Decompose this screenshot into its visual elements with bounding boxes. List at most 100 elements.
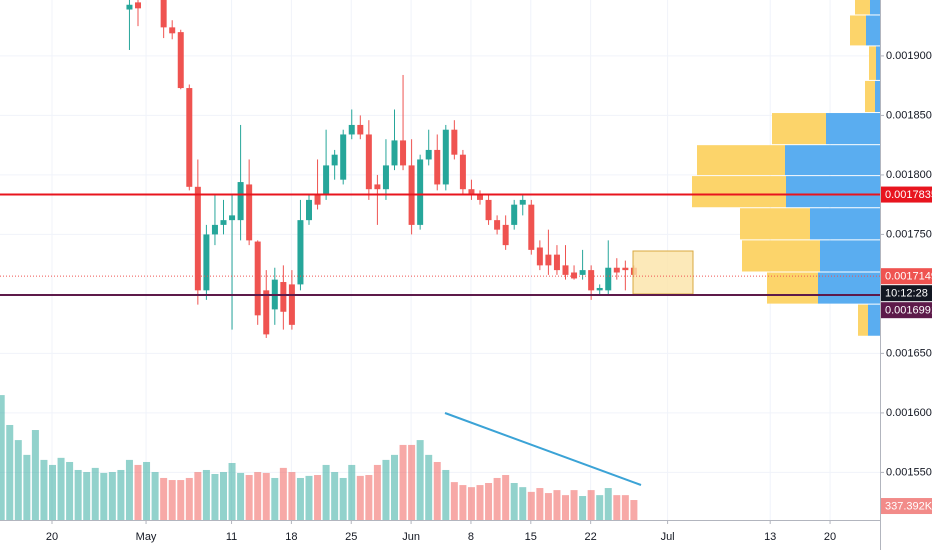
profile-down: [772, 113, 826, 145]
profile-up: [870, 0, 880, 15]
volume-bar: [621, 495, 629, 520]
candle-body: [434, 149, 441, 185]
volume-bar: [536, 488, 544, 520]
x-tick-label: 15: [525, 531, 537, 543]
volume-profile: [692, 0, 880, 336]
volume-bar: [331, 472, 339, 520]
volume-bar: [399, 444, 407, 520]
candle-body: [562, 265, 569, 275]
candle-body: [220, 220, 227, 225]
countdown-label-box: [881, 285, 932, 302]
candle-body: [135, 2, 141, 9]
price-label: 0.0016991: [885, 305, 932, 317]
candle-body: [331, 154, 338, 166]
candle-body: [340, 134, 347, 180]
volume-bar: [579, 496, 587, 520]
volume-bar: [151, 472, 159, 520]
volume-bar: [373, 464, 381, 520]
profile-down: [697, 145, 785, 176]
profile-down: [858, 304, 868, 336]
candle-body: [596, 287, 603, 291]
volume-bar: [356, 475, 364, 520]
volume-bar: [211, 474, 219, 520]
candle-body: [536, 247, 543, 266]
candle-body: [365, 134, 372, 190]
profile-down: [767, 272, 818, 304]
candle-body: [160, 0, 167, 28]
volume-bar: [502, 475, 510, 520]
volume-bar: [485, 483, 493, 520]
volume-bar: [134, 464, 142, 520]
candle-body: [169, 27, 176, 34]
candle-body: [280, 282, 287, 312]
volume-bar: [143, 461, 151, 520]
volume-bar: [442, 469, 450, 520]
volume-label: 337.392K: [885, 500, 932, 512]
candle-body: [263, 290, 270, 335]
candle-body: [400, 140, 407, 166]
candle-body: [237, 182, 244, 221]
candle-body: [297, 220, 304, 285]
volume-bar: [365, 475, 373, 520]
candle-body: [382, 165, 389, 190]
volume-bar: [49, 464, 56, 520]
candle-body: [519, 199, 526, 205]
profile-up: [876, 46, 880, 80]
candle-body: [246, 184, 253, 241]
volume-bar: [527, 491, 535, 520]
volume-bar: [271, 477, 279, 520]
x-tick-label: 25: [345, 531, 357, 543]
candle-body: [177, 32, 184, 89]
volume-bar: [604, 488, 612, 520]
candle-body: [468, 189, 475, 196]
x-tick-label: 20: [824, 531, 836, 543]
profile-up: [866, 15, 880, 46]
volume-bar: [459, 485, 467, 520]
candle-body: [288, 284, 295, 325]
volume-bar: [450, 482, 458, 520]
candle-body: [203, 234, 210, 291]
volume-bar: [83, 472, 91, 520]
candle-body: [425, 149, 432, 160]
volume-bar: [596, 495, 604, 520]
volume-bar: [296, 477, 304, 520]
volume-bar: [416, 440, 424, 520]
candle-body: [588, 270, 595, 291]
candle-body: [485, 199, 492, 221]
volume-bar: [0, 395, 5, 520]
volume-bar: [613, 495, 621, 520]
x-tick-label: 11: [226, 531, 237, 543]
volume-bar: [630, 500, 638, 520]
candle-body: [314, 195, 321, 205]
candle-body: [579, 270, 586, 275]
volume-bar: [408, 444, 416, 520]
profile-up: [868, 304, 880, 336]
range-box: [632, 250, 694, 295]
volume-bar: [91, 467, 99, 520]
volume-bar: [254, 472, 262, 520]
candle-body: [459, 154, 466, 190]
candle-body: [348, 124, 355, 135]
countdown-label: 10:12:28: [885, 288, 928, 300]
x-tick-label: 8: [468, 531, 474, 543]
candle-body: [613, 267, 620, 273]
volume-bar: [279, 467, 287, 520]
candle-body: [553, 254, 560, 271]
candle-body: [357, 124, 364, 135]
volume-bar: [74, 469, 82, 520]
volume-bar: [6, 424, 14, 520]
volume-bar: [237, 472, 245, 520]
volume-bar: [587, 490, 595, 520]
volume-bar: [245, 475, 253, 520]
candle-body: [571, 272, 578, 279]
profile-down: [855, 0, 870, 15]
price-label-box: [881, 186, 932, 203]
volume-bar: [202, 469, 210, 520]
candle-body: [545, 254, 552, 266]
candle-body: [477, 195, 483, 200]
x-tick-label: 22: [585, 531, 597, 543]
price-label-box: [881, 302, 932, 319]
